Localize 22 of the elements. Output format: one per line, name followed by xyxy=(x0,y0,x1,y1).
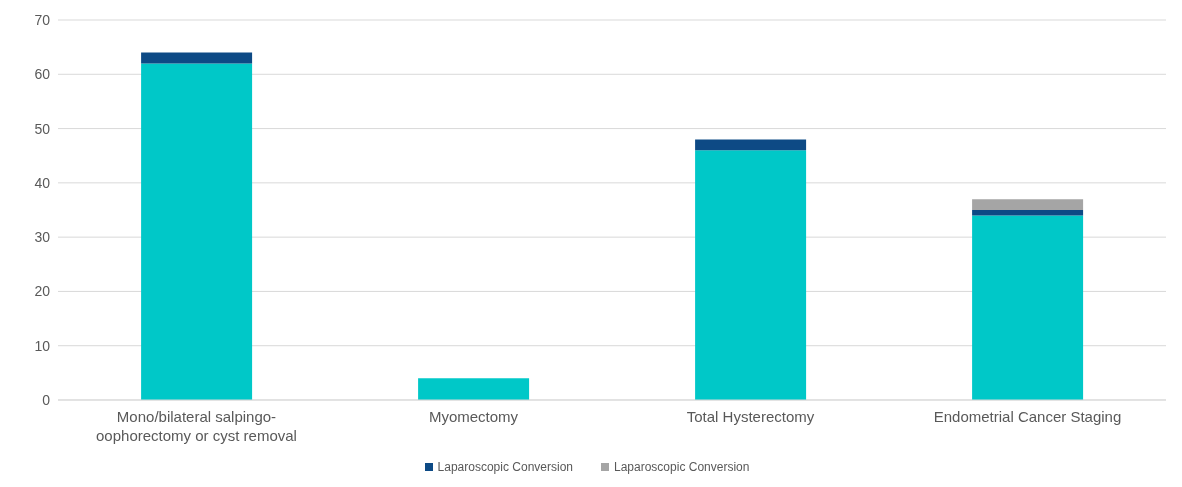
bar xyxy=(141,52,253,64)
x-tick-label: Mono/bilateral salpingo-oophorectomy or cyst removal xyxy=(96,408,297,444)
bar xyxy=(972,215,1084,400)
bar xyxy=(141,63,253,400)
y-tick-label: 70 xyxy=(34,11,51,28)
bar xyxy=(972,199,1084,210)
bar xyxy=(695,139,807,151)
bar xyxy=(972,210,1084,216)
y-tick-label: 0 xyxy=(42,391,51,408)
y-tick-label: 50 xyxy=(34,120,51,137)
y-tick-label: 20 xyxy=(34,283,51,300)
y-tick-label: 30 xyxy=(34,229,51,246)
x-tick-label: Endometrial Cancer Staging xyxy=(933,408,1122,425)
y-tick-label: 60 xyxy=(34,66,51,83)
x-tick-label: Total Hysterectomy xyxy=(686,408,815,425)
legend-label: Laparoscopic Conversion xyxy=(613,460,750,474)
legend-label: Laparoscopic Conversion xyxy=(436,460,573,474)
bar xyxy=(695,150,807,400)
y-tick-label: 40 xyxy=(34,174,51,191)
x-tick-label: Myomectomy xyxy=(428,408,519,425)
y-tick-label: 10 xyxy=(34,337,51,354)
bar xyxy=(418,378,530,400)
